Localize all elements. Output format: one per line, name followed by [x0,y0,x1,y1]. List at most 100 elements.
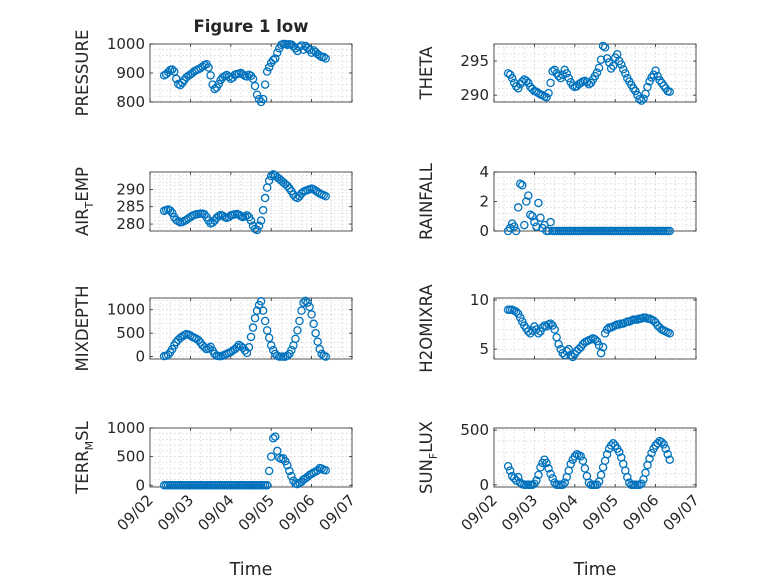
y-tick-label: 290 [460,86,489,104]
data-point [653,71,662,81]
data-point [206,71,215,80]
data-point [266,171,276,181]
x-tick-label: 09/02 [114,491,157,534]
y-tick-label: 4 [479,163,489,181]
data-point [200,343,209,352]
data-point [596,348,606,358]
data-point [266,452,276,461]
data-point [645,454,654,463]
data-point [520,220,529,230]
data-point [291,334,300,344]
y-tick-label: 1000 [107,301,145,319]
data-point [534,470,543,480]
data-point [560,478,569,487]
subplot-rainfall: 0 2 4 RAINFALL [417,162,697,240]
data-point [305,302,314,312]
y-tick-label: 285 [116,198,145,216]
data-point [558,480,567,490]
data-point [309,319,318,329]
x-tick-label: 09/03 [154,491,197,534]
data-point [254,221,264,231]
x-tick-label: 09/04 [538,491,581,534]
data-series [159,296,330,361]
data-point [665,329,674,338]
y-axis-label: TERRMSL [73,420,96,494]
data-point [562,69,571,78]
y-tick-label: 0 [135,476,145,494]
data-point [503,461,513,471]
data-point [256,216,266,225]
data-point [554,71,563,81]
data-series [503,436,674,490]
data-point [619,65,628,74]
y-tick-label: 1000 [107,35,145,53]
data-point [262,67,272,76]
data-point [639,94,648,103]
data-point [548,67,557,76]
y-tick-label: 290 [116,180,145,198]
data-point [507,73,517,83]
data-point [194,335,203,345]
data-point [242,348,252,358]
data-point [283,460,292,470]
data-point [303,298,312,307]
data-point [283,351,292,360]
data-point [600,43,610,52]
data-point [176,80,185,90]
data-point [511,307,521,317]
data-point [534,198,543,208]
data-point [564,73,573,83]
data-point [246,216,256,225]
y-tick-label: 500 [116,448,145,466]
data-point [295,316,304,326]
data-point [665,226,674,236]
data-point [218,211,227,220]
subplot-h2omixra: 5 10 H2OMIXRA [417,284,697,373]
data-point [321,54,330,63]
data-point [250,81,260,91]
data-point [596,55,606,64]
data-series [159,432,330,490]
y-tick-label: 2 [479,193,489,211]
data-point [307,48,316,57]
data-point [598,41,608,51]
data-point [285,466,294,476]
data-point [617,60,626,69]
x-axis-label-left: Time [229,560,273,580]
y-tick-label: 295 [460,52,489,70]
data-point [546,319,555,328]
x-tick-label: 09/06 [619,491,662,534]
data-point [268,434,278,443]
data-point [608,61,618,71]
data-point [558,348,567,358]
y-axis-label: AIRTEMP [73,167,96,236]
data-point [262,481,272,490]
y-axis-label: MIXDEPTH [73,286,92,372]
data-point [596,470,606,480]
data-point [258,306,268,315]
data-point [509,474,519,483]
data-point [313,337,322,346]
data-point [264,62,274,72]
data-point [297,306,306,315]
data-point [631,86,640,96]
data-point [532,476,541,485]
data-point [568,81,578,90]
data-point [281,456,290,466]
data-point [270,54,280,63]
data-point [536,463,545,472]
data-point [623,472,632,482]
data-point [536,213,545,222]
data-point [576,452,586,461]
data-point [321,192,330,201]
data-point [566,350,576,360]
x-tick-label: 09/07 [316,491,359,534]
data-point [649,316,658,325]
data-point [649,70,658,79]
data-point [260,193,270,203]
data-point [266,341,276,350]
